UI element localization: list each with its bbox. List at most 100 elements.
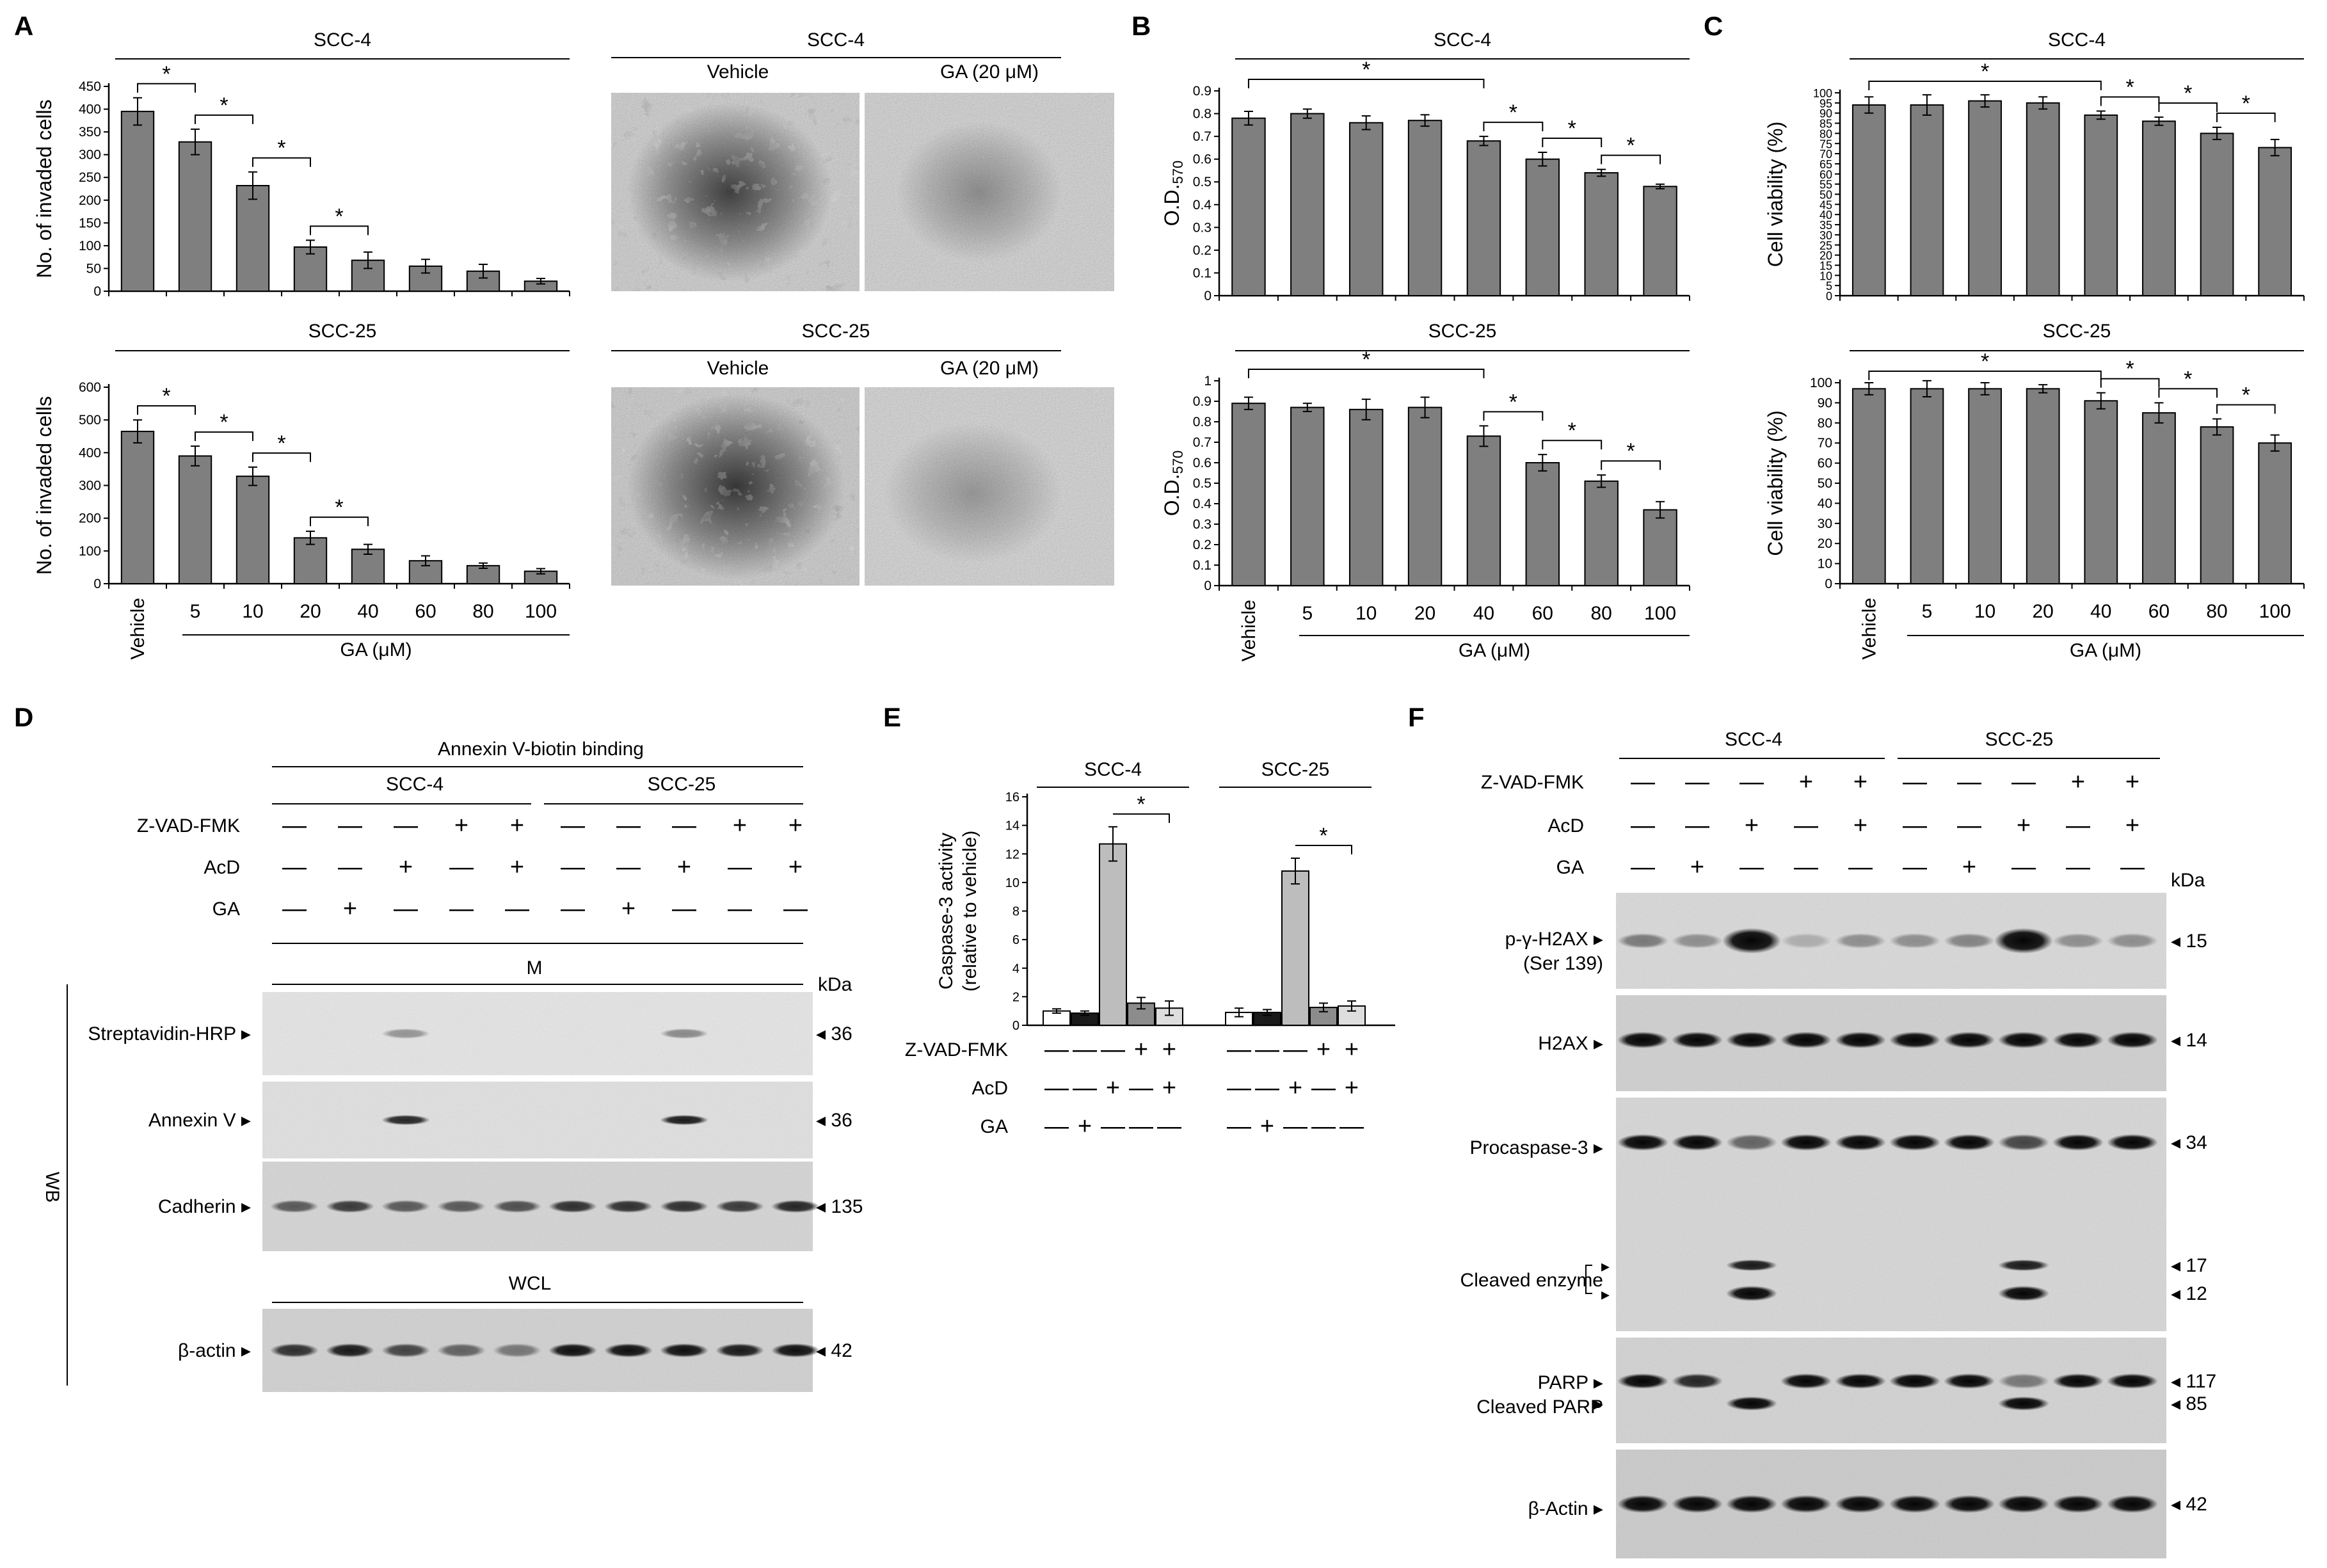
significance-bracket: [1868, 81, 2102, 90]
x-tick-label: 60: [1532, 603, 1553, 624]
y-tick-label: 0: [1012, 1019, 1020, 1033]
y-tick-label: 30: [1819, 229, 1832, 242]
y-tick-label: 0: [93, 577, 101, 591]
y-tick-label: 35: [1819, 219, 1832, 232]
band: [1889, 1373, 1940, 1389]
bar: [1968, 388, 2002, 584]
band: [1998, 1260, 2049, 1271]
band: [1998, 1495, 2049, 1513]
chart-a2: SCC-25 0 100 200 300 400 500 600 No. of invaded …: [33, 321, 570, 660]
blot-kda: ◂ 42: [2171, 1494, 2207, 1515]
y-tick-label: 0.6: [1193, 152, 1211, 167]
treatment-sign: —: [1903, 854, 1927, 881]
band: [1617, 1134, 1668, 1151]
x-tick-label: 5: [190, 601, 201, 622]
blot-label: Procaspase-3 ▸: [1470, 1137, 1604, 1158]
significance-bracket: [195, 431, 253, 442]
panel-f-western: SCC-4 SCC-25 Z-VAD-FMK — — — + + — — — + + AcD — — + — +…: [1460, 729, 2216, 1558]
band: [1944, 1495, 1995, 1513]
y-axis-label-2: (relative to vehicle): [959, 831, 980, 992]
treatment-sign: —: [1631, 769, 1655, 796]
y-tick-label: 600: [79, 380, 101, 395]
band: [660, 1343, 708, 1357]
blot-1: Streptavidin-HRP ▸ ◂ 36: [88, 992, 852, 1075]
band: [604, 1200, 653, 1213]
treatment-sign: —: [1283, 1036, 1307, 1063]
panel-d-treatment-rows: Z-VAD-FMK — — — + + — — — + + AcD — — + — + — — + — + GA — + — — — —…: [137, 812, 808, 922]
y-tick-label: 450: [79, 79, 101, 94]
treatment-sign: +: [1288, 1075, 1302, 1101]
y-tick-label: 0.3: [1193, 517, 1211, 532]
bar: [178, 455, 212, 585]
micrograph-panel: SCC-4 Vehicle GA (20 μM) SCC-25 Vehicle …: [611, 29, 1114, 586]
significance-star: *: [2126, 76, 2134, 100]
treatment-sign: —: [1794, 854, 1818, 881]
band: [2107, 1495, 2158, 1513]
treatment-sign: +: [788, 812, 803, 839]
chart-title: SCC-4: [1434, 29, 1491, 51]
y-axis-label: Cell viability (%): [1764, 410, 1787, 556]
y-tick-label: 45: [1819, 198, 1832, 211]
treatment-sign: +: [1853, 769, 1867, 796]
band: [2052, 1373, 2104, 1389]
significance-star: *: [1981, 349, 1989, 374]
significance-bracket: [1601, 460, 1661, 470]
blot-kda: ◂ 14: [2171, 1030, 2207, 1051]
blot-kda: ◂ 85: [2171, 1393, 2207, 1414]
band: [1889, 1495, 1940, 1513]
panel-e-treatment-rows: Z-VAD-FMK — — — + + — — — + +AcD — — + — + — — + — +GA — + — — — —…: [905, 1036, 1364, 1140]
treatment-sign: +: [343, 895, 357, 922]
significance-star: *: [335, 204, 343, 228]
band: [548, 1200, 597, 1213]
significance-bracket: [137, 405, 196, 415]
y-tick-label: 50: [86, 261, 101, 276]
group-title: SCC-4: [1084, 759, 1142, 780]
blot-kda: ◂ 36: [816, 1023, 852, 1044]
bar: [2200, 426, 2234, 585]
x-tick-label: 60: [415, 601, 436, 622]
band: [381, 1343, 430, 1357]
treatment-sign: —: [1157, 1113, 1181, 1140]
x-tick-label: 100: [525, 601, 557, 622]
y-tick-label: 55: [1819, 179, 1832, 191]
panel-f-treatment-rows: Z-VAD-FMK — — — + + — — — + + AcD — — + — + — — + — + GA — + — — — —…: [1481, 769, 2145, 881]
significance-star: *: [1627, 439, 1635, 463]
band: [771, 1343, 820, 1357]
band: [381, 1028, 430, 1039]
significance-star: *: [277, 136, 285, 161]
band: [1944, 1373, 1995, 1389]
x-tick-label: 100: [1644, 603, 1676, 624]
chart-a1: SCC-4 0 50 100 150 200 250 300 350 400 450 No. of i…: [33, 29, 570, 299]
y-tick-label: 4: [1012, 962, 1020, 976]
treatment-sign: +: [2071, 769, 2085, 796]
panel-d-western: Annexin V-biotin binding SCC-4 SCC-25 Z-…: [42, 739, 863, 1392]
x-tick-label: 40: [357, 601, 378, 622]
significance-star: *: [2126, 357, 2134, 381]
significance-bracket: [1247, 79, 1485, 88]
x-tick-label: 60: [2148, 601, 2170, 622]
treatment-sign: +: [1106, 1075, 1120, 1101]
band: [437, 1200, 486, 1213]
y-tick-label: 65: [1819, 158, 1832, 171]
y-tick-label: 50: [1819, 189, 1832, 202]
blot-label: β-actin ▸: [178, 1340, 251, 1361]
bar: [236, 476, 270, 584]
significance-bracket: [2100, 378, 2160, 388]
bar: [2084, 114, 2118, 296]
treatment-sign: —: [1903, 769, 1927, 796]
blot-label: β-Actin ▸: [1528, 1498, 1603, 1519]
significance-star: *: [220, 93, 228, 118]
x-axis-label: GA (μM): [2070, 640, 2141, 661]
treatment-sign: —: [1101, 1113, 1125, 1140]
x-tick-label: 80: [472, 601, 493, 622]
significance-bracket: [310, 516, 369, 527]
treatment-sign: —: [1227, 1036, 1251, 1063]
panel-f-kda: kDa: [2171, 870, 2205, 891]
y-tick-label: 60: [1818, 456, 1832, 471]
bar: [2200, 132, 2234, 296]
band: [2052, 1495, 2104, 1513]
y-axis-label: No. of invaded cells: [33, 99, 56, 278]
panel-d-title: Annexin V-biotin binding: [438, 739, 644, 760]
